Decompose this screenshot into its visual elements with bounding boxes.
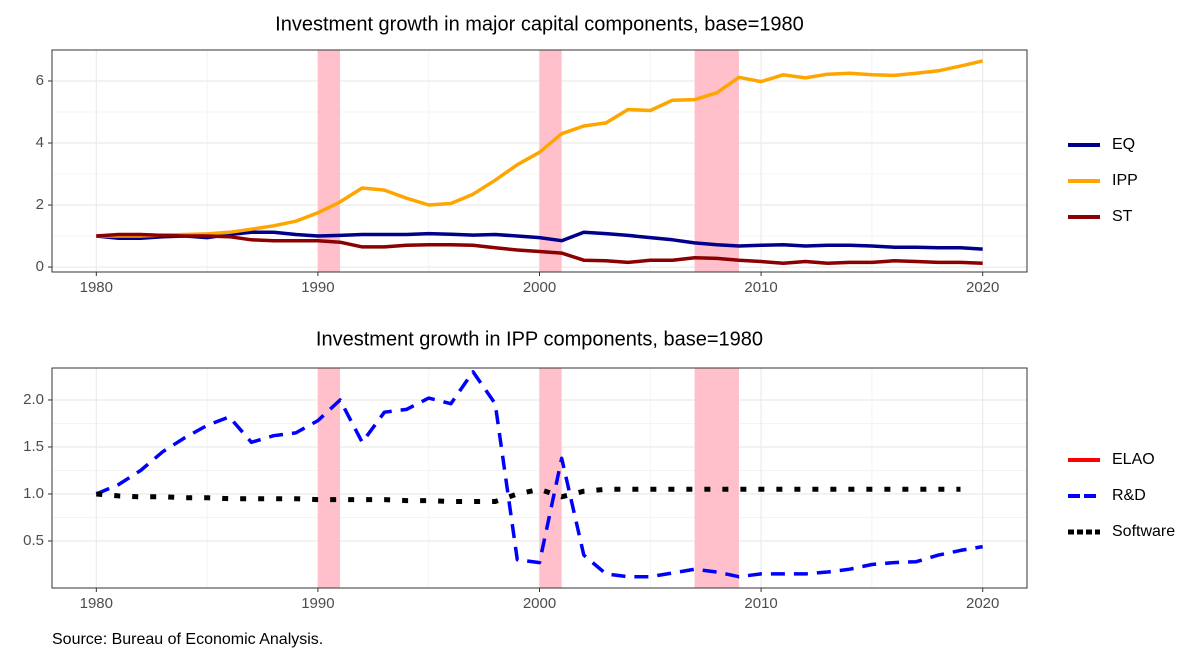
y-tick-label: 1.0 (23, 485, 44, 502)
x-tick-label: 1980 (80, 279, 113, 296)
source-note: Source: Bureau of Economic Analysis. (52, 631, 323, 648)
x-tick-label: 2010 (744, 279, 777, 296)
y-tick-label: 1.5 (23, 438, 44, 455)
legend-label: ELAO (1112, 451, 1155, 468)
recession-band (539, 50, 562, 272)
x-tick-label: 2010 (744, 595, 777, 612)
legend-label: ST (1112, 208, 1133, 225)
series-line (96, 232, 983, 266)
x-tick-label: 2020 (966, 595, 999, 612)
y-tick-label: 2.0 (23, 391, 44, 408)
x-tick-label: 2000 (523, 279, 556, 296)
legend-label: R&D (1112, 487, 1146, 504)
recession-band (317, 368, 341, 588)
y-tick-label: 0.5 (23, 532, 44, 549)
y-tick-label: 0 (36, 258, 44, 275)
series-line (96, 59, 984, 238)
y-tick-label: 4 (36, 134, 44, 151)
x-tick-label: 1990 (301, 279, 334, 296)
x-tick-label: 2020 (966, 279, 999, 296)
legend-label: EQ (1112, 136, 1135, 153)
y-tick-label: 6 (36, 72, 44, 89)
series-line (96, 486, 961, 504)
chart-title: Investment growth in IPP components, bas… (316, 328, 763, 350)
recession-band (317, 50, 341, 272)
x-tick-label: 2000 (523, 595, 556, 612)
series-line (96, 230, 983, 251)
legend-label: Software (1112, 523, 1175, 540)
legend-label: IPP (1112, 172, 1138, 189)
panel-border (51, 49, 1028, 273)
panel-border (51, 367, 1028, 589)
chart-title: Investment growth in major capital compo… (275, 13, 804, 35)
x-tick-label: 1980 (80, 595, 113, 612)
y-tick-label: 2 (36, 196, 44, 213)
recession-band (539, 368, 562, 588)
recession-band (694, 368, 739, 588)
x-tick-label: 1990 (301, 595, 334, 612)
series-line (95, 370, 983, 579)
recession-band (694, 50, 739, 272)
